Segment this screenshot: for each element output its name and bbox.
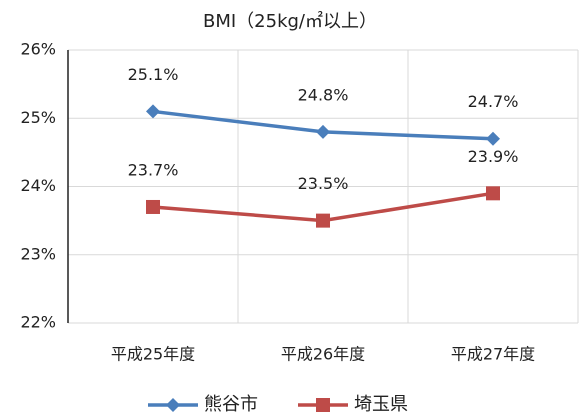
legend-marker <box>316 398 330 412</box>
data-point <box>146 199 160 214</box>
data-label: 24.7% <box>468 92 519 111</box>
legend-label: 熊谷市 <box>204 394 258 415</box>
data-point <box>316 213 330 228</box>
x-tick-label: 平成25年度 <box>111 345 195 364</box>
data-point <box>316 124 330 139</box>
x-tick-label: 平成27年度 <box>451 345 535 364</box>
data-point <box>486 186 500 201</box>
data-point <box>486 131 500 146</box>
chart-title: BMI（25kg/㎡以上） <box>203 10 377 32</box>
legend-label: 埼玉県 <box>354 394 408 415</box>
y-tick-label: 22% <box>20 313 56 332</box>
data-label: 25.1% <box>128 65 179 84</box>
x-tick-label: 平成26年度 <box>281 345 365 364</box>
data-label: 23.5% <box>298 174 349 193</box>
y-tick-label: 25% <box>20 108 56 127</box>
y-tick-label: 26% <box>20 40 56 59</box>
legend-marker <box>166 398 180 412</box>
y-tick-label: 23% <box>20 244 56 263</box>
data-point <box>146 104 160 119</box>
data-label: 23.7% <box>128 160 179 179</box>
data-label: 24.8% <box>298 85 349 104</box>
y-tick-label: 24% <box>20 176 56 195</box>
data-label: 23.9% <box>468 147 519 166</box>
